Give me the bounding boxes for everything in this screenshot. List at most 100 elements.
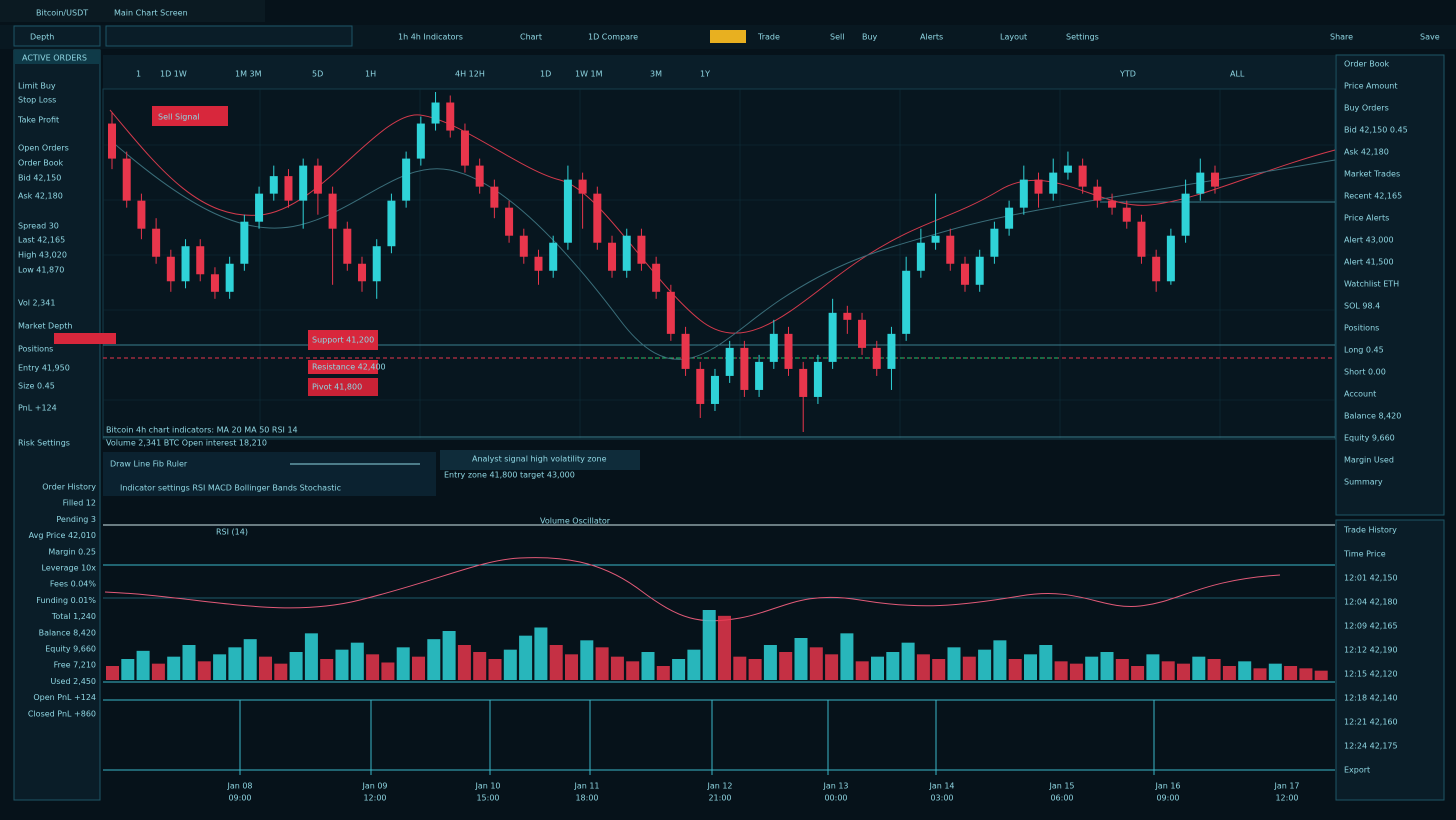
interval-button[interactable]: 1D <box>540 70 551 79</box>
right-item[interactable]: Positions <box>1344 324 1379 333</box>
left-item[interactable]: Last 42,165 <box>18 236 65 245</box>
volume-bar <box>182 645 196 680</box>
toolbar-item[interactable]: Layout <box>1000 33 1027 42</box>
candle-body <box>431 102 440 124</box>
time-label: 09:00 <box>1156 794 1179 803</box>
right-item[interactable]: Summary <box>1344 478 1383 487</box>
left-item[interactable]: Low 41,870 <box>18 266 64 275</box>
left-item[interactable]: Vol 2,341 <box>18 299 55 308</box>
right-item[interactable]: Alert 41,500 <box>1344 258 1394 267</box>
right-item[interactable]: Margin Used <box>1344 456 1394 465</box>
toolbar-item[interactable]: Chart <box>520 33 542 42</box>
left-item[interactable]: Market Depth <box>18 322 72 331</box>
interval-button[interactable]: YTD <box>1119 70 1136 79</box>
left-item[interactable]: Take Profit <box>17 116 59 125</box>
candle-body <box>622 235 631 271</box>
tools[interactable]: Draw Line Fib Ruler <box>110 460 188 469</box>
left-item[interactable]: Entry 41,950 <box>18 364 70 373</box>
left-item[interactable]: High 43,020 <box>18 251 67 260</box>
left-item[interactable]: Ask 42,180 <box>18 192 63 201</box>
right-item[interactable]: Buy Orders <box>1344 104 1389 113</box>
highlight-button[interactable] <box>710 30 746 43</box>
toolbar-item[interactable]: Save <box>1420 33 1440 42</box>
right-item[interactable]: Price Amount <box>1344 82 1398 91</box>
left-item[interactable]: Open Orders <box>18 144 69 153</box>
right-item[interactable]: Market Trades <box>1344 170 1400 179</box>
candle-body <box>960 263 969 285</box>
chart-info: Bitcoin 4h chart indicators: MA 20 MA 50… <box>106 426 298 435</box>
signal-box[interactable] <box>152 106 228 126</box>
time-label: 06:00 <box>1050 794 1073 803</box>
right-item[interactable]: SOL 98.4 <box>1344 302 1380 311</box>
left-item[interactable]: Positions <box>18 345 53 354</box>
right-item[interactable]: Alert 43,000 <box>1344 236 1394 245</box>
candle-body <box>1122 207 1131 222</box>
interval-button[interactable]: 5D <box>312 70 323 79</box>
right-item[interactable]: Recent 42,165 <box>1344 192 1402 201</box>
interval-button[interactable]: 1Y <box>700 70 710 79</box>
left-item[interactable]: Order Book <box>18 159 64 168</box>
left-item[interactable]: Bid 42,150 <box>18 174 61 183</box>
right-item[interactable]: Ask 42,180 <box>1344 148 1389 157</box>
interval-button[interactable]: 1W 1M <box>575 70 603 79</box>
toolbar-item[interactable]: Sell <box>830 33 844 42</box>
left-item[interactable]: Size 0.45 <box>18 382 55 391</box>
toolbar-item[interactable]: Depth <box>30 33 54 42</box>
interval-button[interactable]: 1D 1W <box>160 70 187 79</box>
candle-body <box>328 193 337 229</box>
toolbar-item[interactable]: 1h 4h Indicators <box>398 33 463 42</box>
volume-bar <box>1039 645 1053 680</box>
right-item[interactable]: Account <box>1344 390 1376 399</box>
left-lower-item: Equity 9,660 <box>45 645 96 654</box>
left-lower-item: Total 1,240 <box>51 612 96 621</box>
time-date: Jan 17 <box>1273 782 1299 791</box>
candle-body <box>652 263 661 292</box>
time-label: 12:00 <box>363 794 386 803</box>
interval-button[interactable]: 1M 3M <box>235 70 262 79</box>
title-tab[interactable] <box>0 0 265 22</box>
left-lower-item: Margin 0.25 <box>48 547 96 556</box>
right-item[interactable]: Short 0.00 <box>1344 368 1386 377</box>
candle-body <box>813 361 822 397</box>
volume-bar <box>1177 663 1191 680</box>
volume-bar <box>427 639 441 680</box>
candle-body <box>313 165 322 194</box>
volume-bar <box>228 647 242 680</box>
right-item[interactable]: Order Book <box>1344 60 1390 69</box>
toolbar-item[interactable]: Settings <box>1066 33 1099 42</box>
interval-button[interactable]: 4H 12H <box>455 70 485 79</box>
candle-body <box>578 179 587 194</box>
right-item[interactable]: Bid 42,150 0.45 <box>1344 126 1408 135</box>
left-item[interactable]: Stop Loss <box>18 96 56 105</box>
interval-button[interactable]: ALL <box>1230 70 1245 79</box>
right-item[interactable]: Long 0.45 <box>1344 346 1384 355</box>
candle-body <box>240 221 249 264</box>
left-item[interactable]: Limit Buy <box>18 82 56 91</box>
candle-body <box>946 235 955 264</box>
volume-bar <box>1146 654 1160 680</box>
right-item[interactable]: Watchlist ETH <box>1344 280 1399 289</box>
left-item[interactable]: Spread 30 <box>18 222 59 231</box>
left-item[interactable]: PnL +124 <box>18 404 57 413</box>
toolbar-box <box>105 25 353 47</box>
time-label: 09:00 <box>228 794 251 803</box>
toolbar-item[interactable]: Share <box>1330 33 1353 42</box>
candle-body <box>828 312 837 362</box>
right-item[interactable]: Price Alerts <box>1344 214 1389 223</box>
volume-bar <box>106 666 120 680</box>
toolbar-item[interactable]: 1D Compare <box>588 33 638 42</box>
interval-button[interactable]: 3M <box>650 70 662 79</box>
toolbar-item[interactable]: Buy <box>862 33 878 42</box>
toolbar-item[interactable]: Alerts <box>920 33 943 42</box>
interval-button[interactable]: 1 <box>136 70 141 79</box>
toolbar-item[interactable]: Trade <box>757 33 780 42</box>
volume-bar <box>213 654 227 680</box>
right-item[interactable]: Balance 8,420 <box>1344 412 1401 421</box>
candle-body <box>284 176 293 201</box>
volume-bar <box>809 647 823 680</box>
left-item[interactable]: Risk Settings <box>18 439 70 448</box>
left-lower-item: Free 7,210 <box>54 661 96 670</box>
volume-bar <box>641 652 655 680</box>
right-item[interactable]: Equity 9,660 <box>1344 434 1395 443</box>
interval-button[interactable]: 1H <box>365 70 376 79</box>
